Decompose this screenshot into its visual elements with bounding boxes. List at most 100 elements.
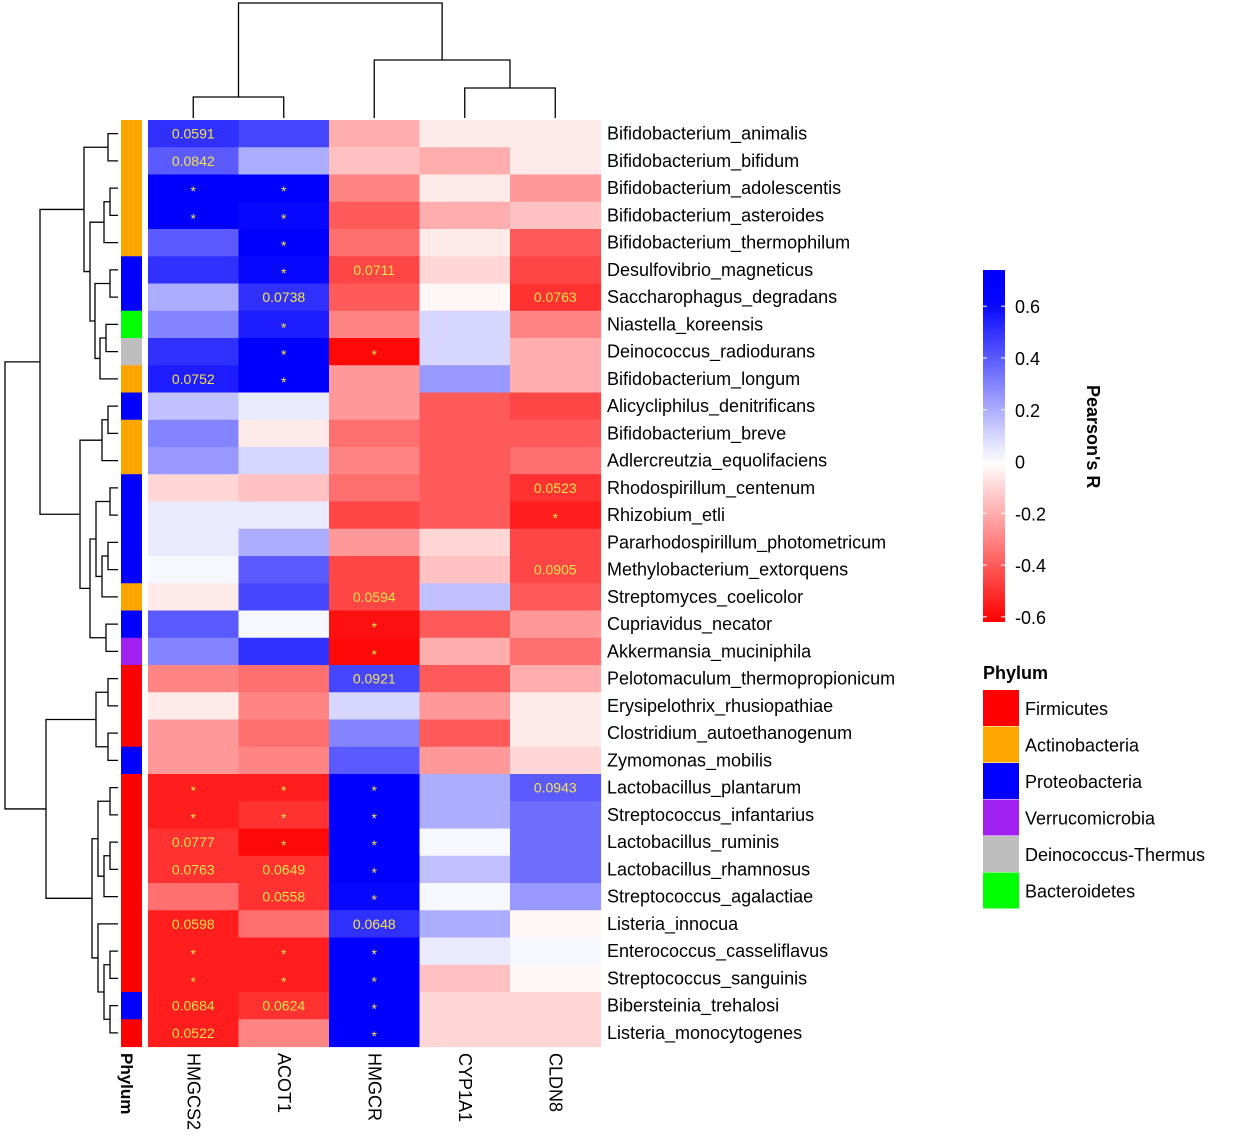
heatmap-cell — [510, 528, 602, 557]
phylum-track-cell — [121, 556, 142, 584]
heatmap-cell — [238, 556, 330, 584]
phylum-track-cell — [121, 746, 142, 775]
column-label: CLDN8 — [545, 1053, 565, 1112]
heatmap-cell — [148, 528, 240, 557]
cell-annotation: * — [191, 210, 197, 226]
heatmap-cell — [510, 392, 602, 421]
heatmap-cell — [148, 501, 240, 530]
cell-annotation: 0.0624 — [262, 998, 305, 1014]
cell-annotation: 0.0558 — [262, 889, 305, 905]
heatmap-cell — [329, 556, 421, 584]
heatmap-cell — [329, 583, 421, 612]
row-label: Enterococcus_casseliflavus — [607, 941, 828, 962]
heatmap-cell — [148, 692, 240, 721]
heatmap-cell — [329, 774, 421, 802]
heatmap-cell — [419, 338, 511, 366]
dendrogram-branch — [39, 208, 84, 515]
heatmap-cell — [238, 855, 330, 884]
row-label: Listeria_monocytogenes — [607, 1023, 802, 1044]
dendrogram-branch — [79, 439, 102, 590]
cell-annotation: 0.0684 — [172, 998, 215, 1014]
heatmap-cell — [148, 447, 240, 475]
dendrogram-branch — [109, 950, 118, 980]
heatmap-cell — [419, 692, 511, 721]
dendrogram-branch — [95, 691, 108, 748]
heatmap-cell — [510, 310, 602, 339]
heatmap-cell — [329, 719, 421, 748]
heatmap-cell — [419, 855, 511, 884]
row-label: Bifidobacterium_adolescentis — [607, 178, 841, 199]
dendrogram-branch — [192, 96, 285, 118]
cell-annotation: * — [281, 265, 287, 281]
heatmap-cell — [148, 256, 240, 285]
row-labels: Bifidobacterium_animalis Bifidobacterium_… — [607, 124, 895, 1044]
heatmap-cell — [510, 338, 602, 366]
heatmap-cell — [510, 774, 602, 802]
heatmap-cell — [510, 719, 602, 748]
heatmap-cell — [238, 719, 330, 748]
cell-annotation: * — [281, 837, 287, 853]
dendrogram-branch — [103, 964, 110, 1020]
heatmap-cell — [148, 964, 240, 993]
cell-annotation: * — [281, 238, 287, 254]
heatmap-cell — [419, 528, 511, 557]
phylum-track-label: Phylum — [117, 1053, 136, 1114]
heatmap-cell — [329, 501, 421, 530]
cell-annotation: * — [372, 646, 378, 662]
heatmap-cell — [238, 610, 330, 639]
heatmap-cell — [148, 229, 240, 257]
cell-annotation: * — [281, 783, 287, 799]
heatmap-cell — [148, 746, 240, 775]
heatmap-cell — [148, 801, 240, 830]
heatmap-cell — [329, 283, 421, 312]
heatmap-cell — [419, 910, 511, 939]
phylum-track-cell — [121, 937, 142, 966]
dendrogram-branch — [109, 269, 118, 298]
dendrogram-branch — [91, 838, 98, 959]
row-label: Deinococcus_radiodurans — [607, 342, 815, 363]
heatmap-cell — [238, 774, 330, 802]
phylum-track-cell — [121, 365, 142, 394]
dendrogram-branch — [107, 732, 118, 762]
cell-annotation: 0.0752 — [172, 371, 215, 387]
phylum-legend-swatch — [983, 872, 1019, 909]
heatmap-cell — [238, 419, 330, 448]
heatmap-cell — [148, 310, 240, 339]
row-label: Bifidobacterium_asteroides — [607, 205, 824, 226]
phylum-legend-swatch — [983, 726, 1019, 763]
row-label: Akkermansia_muciniphila — [607, 641, 812, 662]
heatmap-cell — [148, 583, 240, 612]
row-label: Bifidobacterium_animalis — [607, 124, 807, 145]
heatmap-cell — [419, 283, 511, 312]
cell-annotation: * — [372, 946, 378, 962]
dendrogram-branch — [109, 187, 118, 217]
row-label: Bibersteinia_trehalosi — [607, 996, 779, 1017]
row-label: Desulfovibrio_magneticus — [607, 260, 813, 281]
heatmap-cell — [329, 964, 421, 993]
row-label: Adlercreutzia_equolifaciens — [607, 451, 827, 472]
phylum-track-cell — [121, 256, 142, 285]
heatmap-cell — [419, 501, 511, 530]
phylum-track-cell — [121, 501, 142, 530]
phylum-legend-swatch — [983, 799, 1019, 836]
heatmap-cell — [329, 746, 421, 775]
phylum-track-cell — [121, 964, 142, 993]
heatmap-cell — [510, 501, 602, 530]
cell-annotation: * — [372, 837, 378, 853]
dendrogram-branch — [109, 1004, 118, 1034]
cell-annotation: 0.0763 — [534, 289, 577, 305]
row-label: Lactobacillus_ruminis — [607, 832, 779, 853]
heatmap-cell — [238, 992, 330, 1020]
dendrogram-branch — [105, 323, 118, 353]
phylum-track-cell — [121, 392, 142, 421]
cell-annotation: 0.0921 — [353, 671, 396, 687]
row-label: Pararhodospirillum_photometricum — [607, 532, 886, 553]
column-label: HMGCR — [364, 1053, 384, 1121]
heatmap-cell — [238, 256, 330, 285]
heatmap-cell — [148, 774, 240, 802]
row-label: Streptococcus_agalactiae — [607, 887, 813, 908]
phylum-track-cell — [121, 583, 142, 612]
phylum-track-cell — [121, 174, 142, 203]
heatmap-cell — [148, 855, 240, 884]
heatmap-cell — [238, 474, 330, 503]
